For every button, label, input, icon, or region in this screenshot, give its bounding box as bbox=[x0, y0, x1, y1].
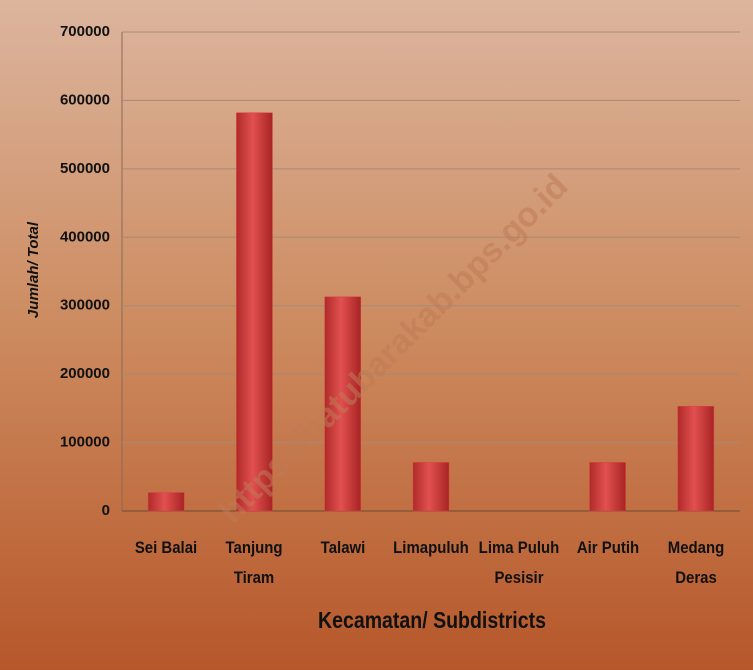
bar bbox=[324, 296, 361, 512]
bar bbox=[236, 112, 273, 512]
x-tick-label: Talawi bbox=[320, 538, 366, 557]
y-tick-label: 400000 bbox=[60, 228, 110, 245]
bar bbox=[589, 462, 626, 512]
y-axis-title: Jumlah/ Total bbox=[25, 221, 42, 318]
x-tick-label: Tanjung Tiram bbox=[225, 538, 283, 587]
bar bbox=[412, 462, 450, 512]
y-tick-label: 500000 bbox=[60, 160, 110, 177]
x-tick-label: Lima Puluh Pesisir bbox=[478, 538, 560, 587]
x-tick-label: Limapuluh bbox=[393, 538, 469, 557]
bar bbox=[677, 406, 715, 512]
y-tick-label: 100000 bbox=[60, 434, 110, 451]
x-axis-title: Kecamatan/ Subdistricts bbox=[318, 608, 546, 634]
y-tick-label: 0 bbox=[102, 502, 110, 519]
y-tick-label: 200000 bbox=[60, 365, 110, 382]
y-tick-label: 300000 bbox=[60, 297, 110, 314]
bar bbox=[147, 492, 185, 512]
x-tick-label: Sei Balai bbox=[134, 538, 198, 557]
x-tick-label: Air Putih bbox=[576, 538, 639, 557]
y-tick-label: 600000 bbox=[60, 91, 110, 108]
x-tick-label: Medang Deras bbox=[667, 538, 725, 587]
y-tick-label: 700000 bbox=[60, 23, 110, 40]
